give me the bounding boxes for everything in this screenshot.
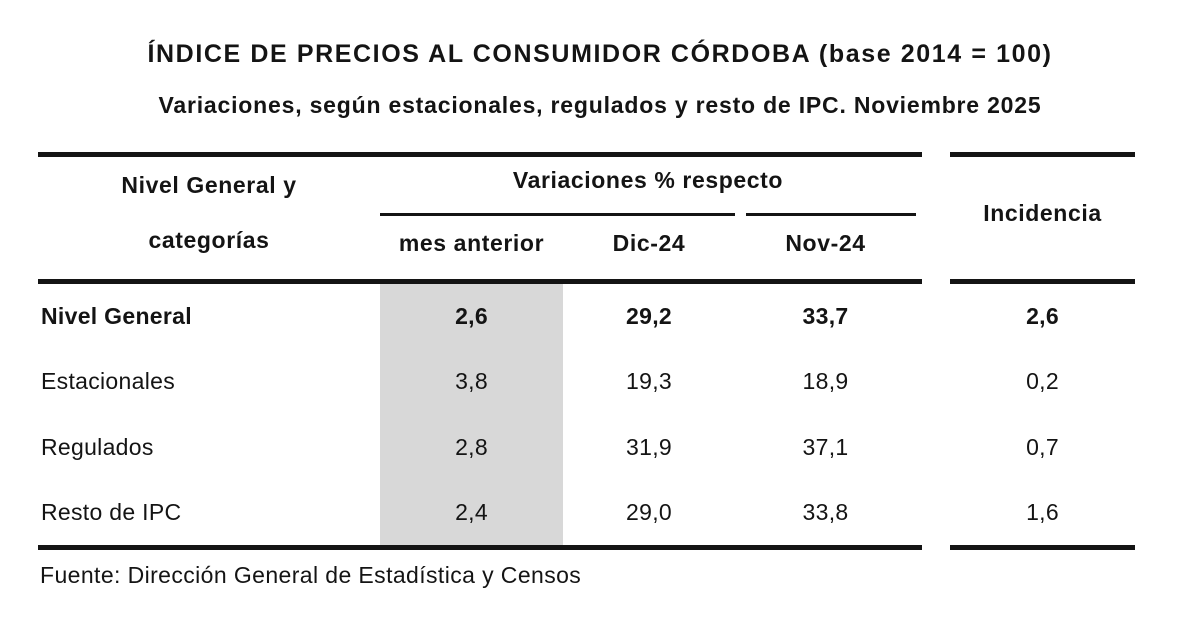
column-header-incidencia: Incidencia (983, 200, 1102, 226)
cell-dic-24: 29,0 (626, 498, 672, 525)
rule-header-bottom-main (38, 279, 922, 284)
cell-dic-24: 29,2 (626, 303, 672, 330)
cell-incidencia: 0,7 (1026, 433, 1059, 460)
cell-nov-24: 33,7 (802, 303, 849, 330)
cell-mes-anterior: 2,8 (455, 433, 488, 460)
cell-mes-anterior: 2,4 (455, 498, 488, 525)
row-label: Nivel General (41, 303, 192, 330)
cell-nov-24: 37,1 (802, 433, 849, 460)
figure-subtitle: Variaciones, según estacionales, regulad… (158, 92, 1042, 118)
rule-top-incidencia (950, 152, 1135, 157)
cell-incidencia: 1,6 (1026, 498, 1059, 525)
row-label: Estacionales (41, 368, 176, 395)
cell-dic-24: 19,3 (626, 368, 672, 395)
rule-under-group-header-left (380, 213, 735, 216)
column-header-mes-anterior: mes anterior (398, 230, 545, 256)
rule-header-bottom-incidencia (950, 279, 1135, 284)
cell-mes-anterior: 2,6 (455, 303, 488, 330)
group-header-variaciones: Variaciones % respecto (512, 167, 784, 193)
rule-bottom-main (38, 545, 922, 550)
figure-title: ÍNDICE DE PRECIOS AL CONSUMIDOR CÓRDOBA … (147, 40, 1053, 68)
table-row-nivel-general: Nivel General 2,6 29,2 33,7 2,6 (38, 284, 1135, 349)
cell-incidencia: 0,2 (1026, 368, 1059, 395)
row-header-line2: categorías (148, 227, 270, 253)
cell-mes-anterior: 3,8 (455, 368, 488, 395)
column-header-dic-24: Dic-24 (612, 230, 686, 256)
rule-under-group-header-right (746, 213, 916, 216)
cell-nov-24: 33,8 (802, 498, 849, 525)
rule-bottom-incidencia (950, 545, 1135, 550)
row-header-line1: Nivel General y (121, 172, 297, 198)
table-row-estacionales: Estacionales 3,8 19,3 18,9 0,2 (38, 349, 1135, 414)
rule-top-main (38, 152, 922, 157)
cell-incidencia: 2,6 (1026, 303, 1059, 330)
table-row-regulados: Regulados 2,8 31,9 37,1 0,7 (38, 415, 1135, 480)
table-body: Nivel General 2,6 29,2 33,7 2,6 Estacion… (38, 284, 1135, 545)
row-label: Resto de IPC (41, 498, 182, 525)
cell-nov-24: 18,9 (802, 368, 849, 395)
source-note: Fuente: Dirección General de Estadística… (40, 562, 582, 588)
mes-anterior-highlight-band (380, 284, 563, 545)
cell-dic-24: 31,9 (626, 433, 672, 460)
column-header-nov-24: Nov-24 (785, 230, 866, 256)
table-row-resto-de-ipc: Resto de IPC 2,4 29,0 33,8 1,6 (38, 480, 1135, 545)
row-label: Regulados (41, 433, 154, 460)
